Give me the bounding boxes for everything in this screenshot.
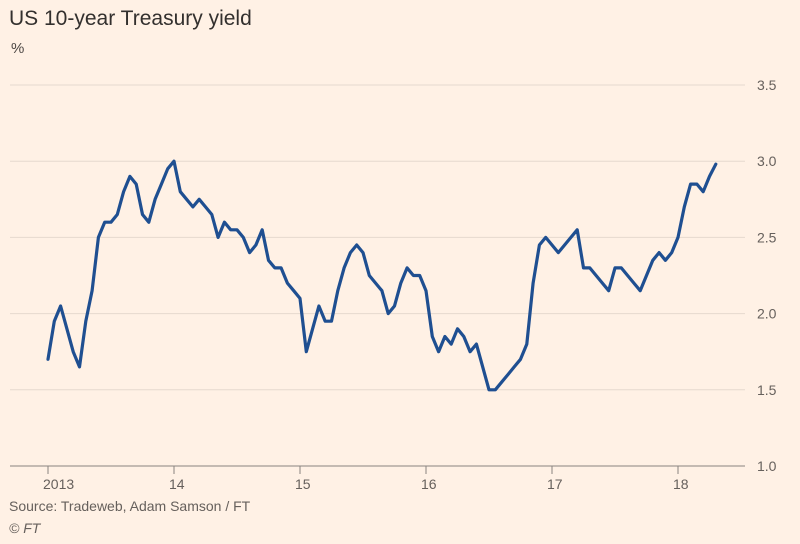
gridlines (10, 84, 745, 391)
y-tick-label: 1.5 (757, 382, 777, 398)
copyright-note: © FT (9, 520, 41, 536)
x-tick-label: 16 (421, 476, 437, 492)
x-axis (10, 465, 745, 474)
x-tick-label: 15 (295, 476, 311, 492)
y-tick-label: 1.0 (757, 458, 777, 474)
x-tick-label: 14 (169, 476, 185, 492)
x-tick-label: 17 (547, 476, 563, 492)
yield-series-line (46, 159, 718, 392)
y-tick-label: 3.5 (757, 77, 777, 93)
x-tick-label: 2013 (43, 476, 74, 492)
x-tick-labels: 2013 14 15 16 17 18 (43, 476, 689, 492)
y-tick-label: 3.0 (757, 153, 777, 169)
y-tick-label: 2.5 (757, 229, 777, 245)
x-tick-label: 18 (673, 476, 689, 492)
chart-title: US 10-year Treasury yield (9, 7, 252, 30)
source-note: Source: Tradeweb, Adam Samson / FT (9, 498, 251, 514)
y-tick-labels: 1.0 1.5 2.0 2.5 3.0 3.5 (757, 77, 777, 474)
y-tick-label: 2.0 (757, 306, 777, 322)
y-axis-unit: % (11, 40, 25, 57)
